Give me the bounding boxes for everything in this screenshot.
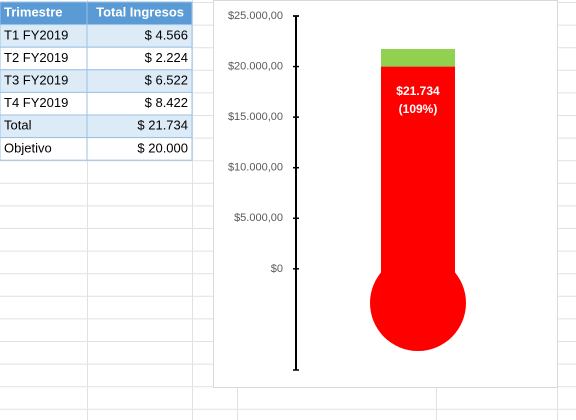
cell-text: T3 FY2019	[4, 73, 68, 88]
header-text: Trimestre	[4, 5, 63, 20]
cell-text: Objetivo	[4, 140, 52, 155]
y-tick-label: $20.000,00	[228, 60, 283, 72]
y-tick-label: $25.000,00	[228, 10, 283, 22]
cell-text: $ 21.734	[137, 118, 188, 133]
cell-text: T2 FY2019	[4, 50, 68, 65]
data-label: $21.734	[396, 84, 440, 98]
excess-bar	[381, 49, 455, 67]
target-bar	[381, 66, 455, 303]
cell-text: $ 8.422	[145, 95, 188, 110]
y-tick-label: $5.000,00	[234, 212, 283, 224]
y-tick-label: $15.000,00	[228, 111, 283, 123]
cell-text: T4 FY2019	[4, 95, 68, 110]
data-label: (109%)	[399, 102, 438, 116]
cell	[86, 137, 193, 161]
cell-text: T1 FY2019	[4, 27, 68, 42]
cell-text: $ 6.522	[145, 73, 188, 88]
cell-text: $ 2.224	[145, 50, 188, 65]
table: Trimestre Total Ingresos T1 FY2019 $ 4.566 T…	[0, 1, 193, 161]
cell-text: $ 4.566	[145, 27, 188, 42]
y-tick-label: $10.000,00	[228, 162, 283, 174]
y-tick-label: $0	[271, 263, 283, 275]
chart: $0 $5.000,00 $10.000,00 $15.000,00 $20.000,0…	[228, 10, 466, 371]
header-text: Total Ingresos	[96, 5, 184, 20]
cell-text: Total	[4, 118, 32, 133]
cell-text: $ 20.000	[137, 140, 188, 155]
